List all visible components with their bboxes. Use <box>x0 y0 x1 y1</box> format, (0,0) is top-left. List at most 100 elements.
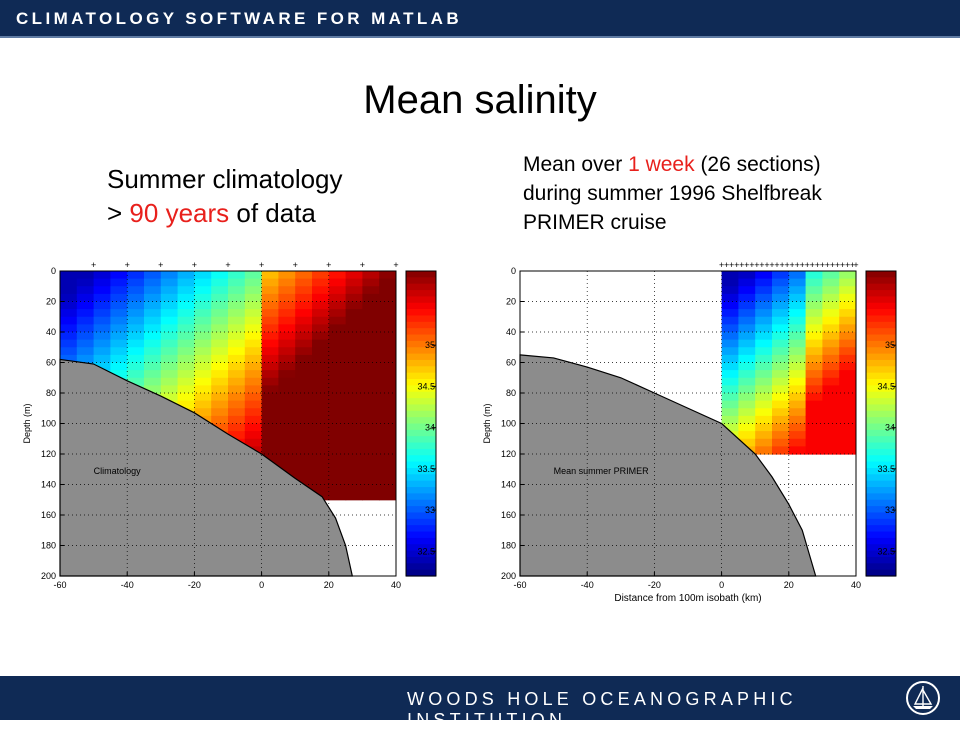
salinity-cell <box>93 354 111 364</box>
salinity-cell <box>379 393 396 402</box>
colorbar-tick-label: 35 <box>425 340 435 350</box>
y-tick-label: 200 <box>501 571 516 581</box>
salinity-cell <box>278 316 296 325</box>
salinity-cell <box>839 324 856 333</box>
y-tick-label: 100 <box>41 419 56 429</box>
salinity-cell <box>144 347 162 356</box>
salinity-cell <box>362 408 380 417</box>
salinity-cell <box>177 385 195 394</box>
salinity-cell <box>328 293 347 303</box>
salinity-cell <box>312 332 330 341</box>
salinity-cell <box>755 362 773 371</box>
salinity-cell <box>721 393 739 402</box>
salinity-cell <box>160 377 179 386</box>
salinity-cell <box>839 354 856 364</box>
x-tick-label: -40 <box>121 580 134 590</box>
colorbar-band <box>406 372 436 380</box>
salinity-cell <box>261 385 279 394</box>
station-marker: + <box>835 260 840 270</box>
colorbar-band <box>406 467 436 475</box>
salinity-cell <box>60 316 78 325</box>
colorbar-band <box>406 512 436 520</box>
right-caption-line3: PRIMER cruise <box>523 211 667 234</box>
salinity-cell <box>822 301 840 310</box>
colorbar-band <box>866 404 896 412</box>
salinity-cell <box>110 278 128 287</box>
station-marker: + <box>259 260 264 270</box>
salinity-cell <box>93 286 111 295</box>
salinity-cell <box>345 461 363 470</box>
salinity-cell <box>345 370 363 379</box>
x-tick-label: 40 <box>851 580 861 590</box>
salinity-cell <box>772 438 790 447</box>
salinity-cell <box>738 347 756 356</box>
station-marker: + <box>734 260 739 270</box>
salinity-cell <box>312 469 330 478</box>
salinity-cell <box>788 438 807 447</box>
colorbar-band <box>866 556 896 564</box>
salinity-cell <box>144 324 162 333</box>
salinity-cell <box>278 301 296 310</box>
salinity-cell <box>721 324 739 333</box>
salinity-cell <box>379 293 396 303</box>
colorbar-band <box>406 379 436 386</box>
salinity-cell <box>194 286 212 295</box>
salinity-cell <box>244 377 263 386</box>
salinity-cell <box>839 286 856 295</box>
salinity-cell <box>312 354 330 364</box>
salinity-cell <box>721 370 739 379</box>
x-tick-label: -60 <box>513 580 526 590</box>
salinity-cell <box>755 423 773 432</box>
salinity-cell <box>822 278 840 287</box>
colorbar-band <box>406 487 436 494</box>
colorbar-band <box>866 321 896 329</box>
colorbar-band <box>866 467 896 475</box>
salinity-cell <box>772 446 790 455</box>
y-axis-label: Depth (m) <box>482 403 492 443</box>
salinity-cell <box>822 271 840 280</box>
salinity-cell <box>738 438 756 447</box>
salinity-cell <box>295 446 313 455</box>
station-marker: + <box>820 260 825 270</box>
salinity-cell <box>211 354 229 364</box>
salinity-cell <box>110 293 128 303</box>
colorbar-band <box>866 442 896 450</box>
salinity-cell <box>839 377 856 386</box>
salinity-cell <box>805 293 823 303</box>
salinity-cell <box>312 377 330 386</box>
salinity-cell <box>177 377 195 386</box>
salinity-cell <box>738 293 756 303</box>
salinity-cell <box>312 362 330 371</box>
salinity-cell <box>788 393 807 402</box>
salinity-cell <box>177 339 195 348</box>
station-marker: + <box>853 260 858 270</box>
salinity-cell <box>312 339 330 348</box>
station-marker: + <box>779 260 784 270</box>
salinity-cell <box>822 393 840 402</box>
salinity-cell <box>261 446 279 455</box>
salinity-cell <box>362 332 380 341</box>
salinity-cell <box>738 415 756 425</box>
salinity-cell <box>312 278 330 287</box>
salinity-cell <box>345 309 363 318</box>
salinity-cell <box>261 347 279 356</box>
salinity-cell <box>93 332 111 341</box>
salinity-cell <box>228 362 246 371</box>
salinity-cell <box>312 446 330 455</box>
salinity-cell <box>244 354 263 364</box>
salinity-cell <box>755 271 773 280</box>
salinity-cell <box>93 347 111 356</box>
left-caption-suffix: of data <box>229 198 316 228</box>
salinity-cell <box>822 347 840 356</box>
salinity-cell <box>822 446 840 455</box>
salinity-cell <box>328 347 347 356</box>
colorbar-band <box>406 493 436 501</box>
salinity-cell <box>144 301 162 310</box>
salinity-cell <box>211 400 229 409</box>
colorbar-band <box>406 461 436 469</box>
salinity-cell <box>738 385 756 394</box>
salinity-cell <box>261 362 279 371</box>
salinity-cell <box>805 324 823 333</box>
salinity-cell <box>244 393 263 402</box>
salinity-cell <box>738 431 756 440</box>
